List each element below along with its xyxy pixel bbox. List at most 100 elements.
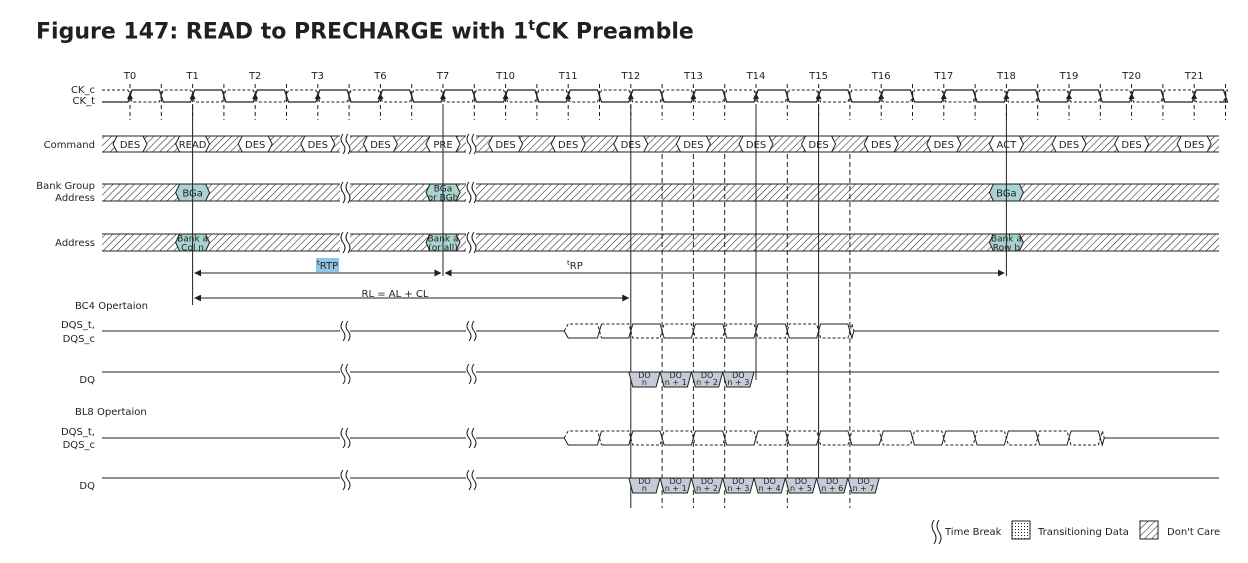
bc4-dq-data-label-1: DO (701, 371, 713, 380)
bc4-dq-data-label-1: DO (638, 371, 650, 380)
clock-edge-arrow (878, 93, 885, 99)
command-des-box-text: DES (1059, 140, 1079, 151)
command-des-box-text: DES (683, 140, 703, 151)
clock-edge-arrow (314, 93, 321, 99)
bl8-dq-data-label-2: n + 2 (696, 484, 718, 493)
bc4-dq-data-label-2: n + 1 (665, 378, 687, 387)
clock-edge-arrow (815, 93, 822, 99)
clock-edge-arrow (440, 93, 446, 99)
title-sup: t (528, 18, 536, 34)
clock-label-t7: T7 (436, 71, 449, 82)
clock-label-t16: T16 (871, 71, 891, 82)
bc4-dqs-true (601, 323, 855, 340)
bank-group-row-dont-care (102, 184, 1219, 201)
command-des-box-text: DES (934, 140, 954, 151)
bc4-dqs-preamble (563, 323, 602, 339)
bl8-dqs-time-break-0 (340, 427, 351, 449)
command-time-break-1-mask (466, 134, 476, 154)
clock-label-t0: T0 (123, 71, 136, 82)
clock-label-t2: T2 (248, 71, 261, 82)
bl8-dqs-preamble (563, 430, 602, 446)
bc4-dq-data-box (659, 371, 693, 388)
clock-label-t3: T3 (311, 71, 324, 82)
bc4-dqs-t-label: DQS_t, (61, 320, 95, 331)
ck-c-label: CK_c (71, 85, 95, 96)
bl8-dqs-preamble-dashed (563, 430, 602, 446)
bc4-dq-data-box (690, 371, 724, 388)
bl8-dqs-time-break-1-mask (466, 428, 476, 448)
bl8-dq-label: DQ (79, 481, 95, 492)
command-des-box-text: DES (245, 140, 265, 151)
legend-time-break-icon (931, 519, 942, 545)
bl8-dq-data-label-1: DO (763, 477, 775, 486)
trtp-highlight (316, 258, 339, 272)
clock-label-t18: T18 (996, 71, 1016, 82)
bank-group-time-break-1-mask (466, 182, 476, 203)
bl8-dqs-c-label: DQS_c (63, 440, 95, 451)
clock-edge-arrow (127, 93, 133, 99)
bl8-dqs-time-break-1 (466, 427, 477, 449)
bl8-dq-data-label-1: DO (638, 477, 650, 486)
legend-time-break: Time Break (944, 527, 1002, 538)
bl8-dq-data-label-1: DO (826, 477, 838, 486)
clock-edge-arrow (252, 93, 259, 99)
bl8-dqs-time-break-0-mask (340, 428, 350, 448)
trtp-label: tRTP (317, 259, 338, 272)
bc4-dqs-time-break-1-mask (466, 321, 476, 341)
bl8-dq-data-box (722, 477, 755, 494)
command-des-box-text: DES (495, 140, 515, 151)
bl8-dqs-comp (601, 429, 1105, 446)
command-des-box (488, 135, 524, 153)
address-label: Address (55, 238, 95, 249)
clock-edge-arrow (1191, 93, 1198, 99)
command-des-box (926, 135, 962, 153)
clock-edge-arrow (1003, 93, 1010, 99)
bl8-dq-data-label-2: n + 5 (790, 484, 812, 493)
bl8-dq-data-box (628, 477, 661, 494)
legend-dont-care-icon (1139, 520, 1159, 540)
bl8-header: BL8 Opertaion (75, 407, 147, 418)
bl8-dq-data-label-2: n + 1 (665, 484, 687, 493)
address-time-break-1 (466, 231, 477, 254)
bl8-dq-data-label-1: DO (732, 477, 744, 486)
clock-label-t20: T20 (1121, 71, 1141, 82)
bank-group-time-break-1 (466, 181, 477, 204)
bc4-dqs-c-label: DQS_c (63, 334, 95, 345)
bc4-dq-time-break-0-mask (340, 364, 350, 384)
clock-label-t19: T19 (1059, 71, 1079, 82)
command-des-box (1051, 135, 1087, 153)
bl8-dq-data-label-2: n + 3 (727, 484, 749, 493)
title-prefix: Figure 147: READ to PRECHARGE with 1 (36, 19, 529, 45)
clock-edge-arrow (753, 93, 759, 99)
command-des-box (362, 135, 398, 153)
clock-label-t14: T14 (746, 71, 766, 82)
address-time-break-1-mask (466, 232, 476, 253)
clock-edge-arrow (627, 93, 634, 99)
command-time-break-0 (340, 133, 351, 155)
command-label: Command (44, 140, 95, 151)
bl8-dq-data-label-1: DO (701, 477, 713, 486)
trp-main: RP (570, 261, 583, 272)
ck-c-waveform (102, 89, 1229, 103)
bl8-dq-data-label-1: DO (670, 477, 682, 486)
bl8-dq-data-label-2: n + 6 (821, 484, 843, 493)
bc4-dqs-comp (601, 322, 855, 339)
command-des-box-text: DES (120, 140, 140, 151)
bl8-dqs-t-label: DQS_t, (61, 427, 95, 438)
command-des-box-text: DES (1184, 140, 1204, 151)
bl8-dq-data-box (659, 477, 693, 494)
clock-edge-arrow (1066, 93, 1072, 99)
trtp-main: RTP (320, 261, 338, 272)
bl8-dq-data-label-2: n + 7 (853, 484, 875, 493)
bc4-dq-data-label-1: DO (670, 371, 682, 380)
command-des-box (1176, 135, 1212, 153)
command-des-box (1114, 135, 1150, 153)
bc4-dqs-preamble-dashed (563, 323, 602, 339)
clock-edge-arrow (502, 93, 509, 99)
bc4-dqs-time-break-0-mask (340, 321, 350, 341)
bl8-dq-data-label-1: DO (795, 477, 807, 486)
clock-label-t15: T15 (808, 71, 828, 82)
title-suffix: CK Preamble (535, 19, 694, 45)
clock-edge-arrow (565, 93, 572, 99)
